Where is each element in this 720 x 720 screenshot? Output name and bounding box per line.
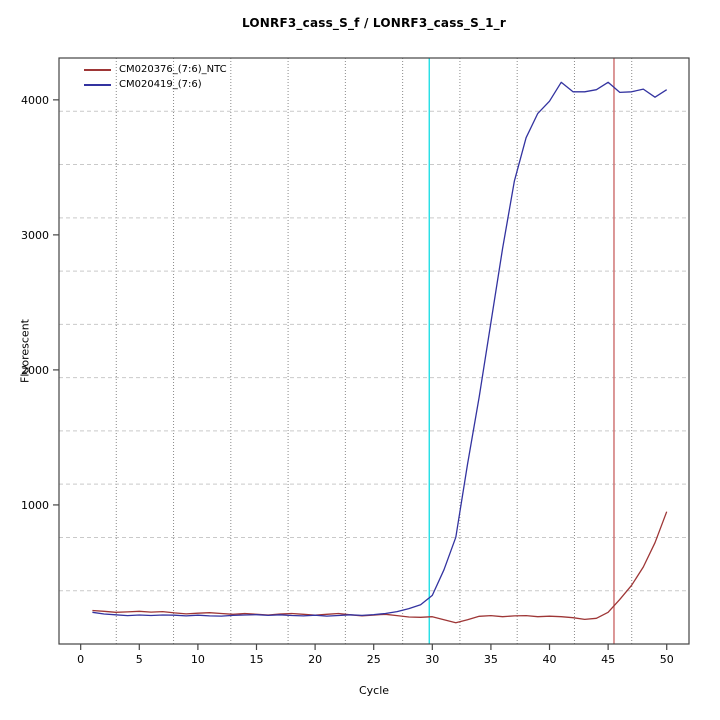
y-tick-label: 1000 — [21, 499, 49, 512]
chart-title: LONRF3_cass_S_f / LONRF3_cass_S_1_r — [241, 16, 506, 30]
x-tick-label: 40 — [543, 653, 557, 666]
x-tick-label: 15 — [249, 653, 263, 666]
legend-label-ntc: CM020376_(7:6)_NTC — [119, 64, 227, 75]
x-tick-label: 20 — [308, 653, 322, 666]
x-tick-label: 5 — [136, 653, 143, 666]
x-tick-label: 25 — [367, 653, 381, 666]
x-tick-label: 30 — [425, 653, 439, 666]
x-tick-label: 0 — [77, 653, 84, 666]
legend-entry-ntc: CM020376_(7:6)_NTC — [84, 63, 227, 76]
y-axis-title: Fluorescent — [18, 319, 32, 383]
legend-label-sample: CM020419_(7:6) — [119, 79, 202, 90]
legend: CM020376_(7:6)_NTC CM020419_(7:6) — [84, 63, 227, 91]
plot-border — [58, 57, 690, 645]
legend-entry-sample: CM020419_(7:6) — [84, 78, 227, 91]
x-tick-label: 10 — [191, 653, 205, 666]
legend-line-swatch-blue — [84, 83, 111, 86]
series-curve-0 — [92, 511, 668, 624]
series-curve-1 — [92, 81, 668, 617]
y-tick-label: 2000 — [21, 364, 49, 377]
x-tick-label: 50 — [660, 653, 674, 666]
x-axis-title: Cycle — [358, 684, 390, 697]
y-tick-label: 4000 — [21, 94, 49, 107]
x-tick-label: 45 — [601, 653, 615, 666]
legend-line-swatch-red — [84, 68, 111, 71]
x-tick-label: 35 — [484, 653, 498, 666]
y-tick-label: 3000 — [21, 229, 49, 242]
